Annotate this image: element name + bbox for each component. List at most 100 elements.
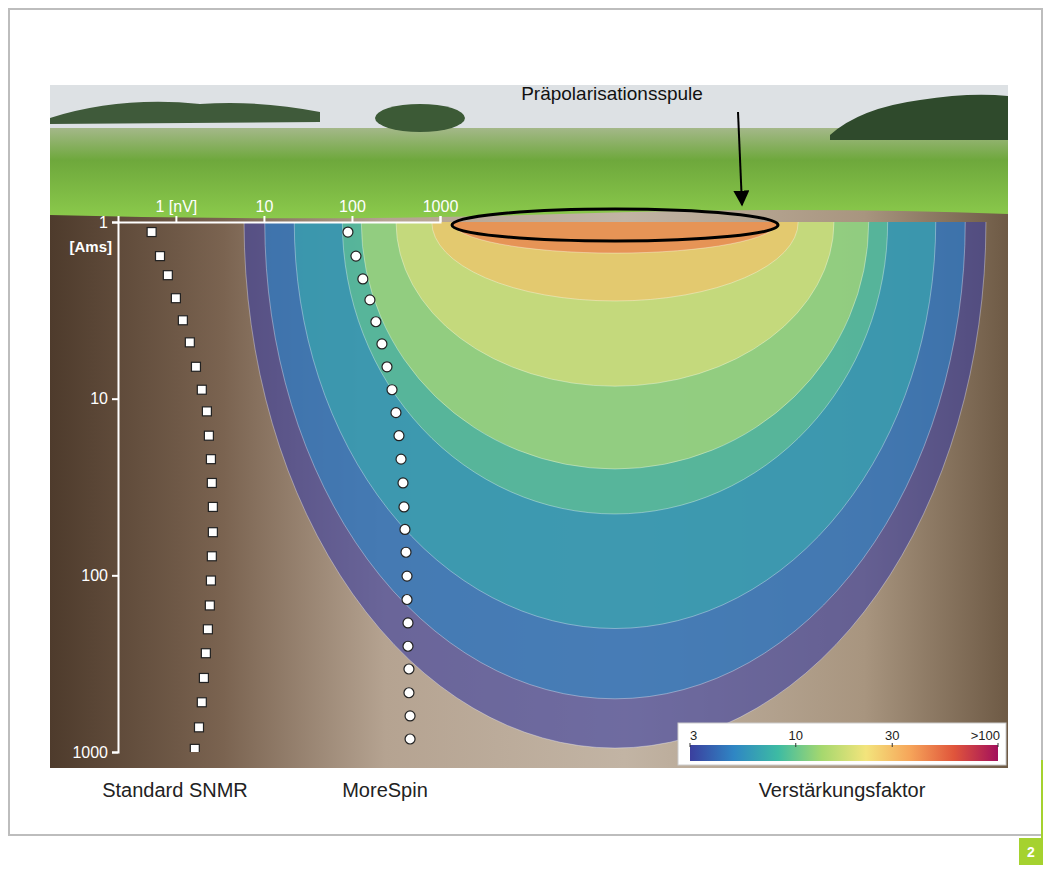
y-tick-label: 1000: [72, 744, 108, 761]
gain-contour: [294, 222, 935, 629]
gain-contour: [452, 222, 778, 253]
y-tick-label: 100: [81, 567, 108, 584]
data-point: [402, 571, 412, 581]
data-point: [197, 698, 206, 707]
data-point: [163, 271, 172, 280]
data-point: [401, 547, 411, 557]
data-point: [358, 274, 368, 284]
data-point: [399, 502, 409, 512]
data-point: [197, 385, 206, 394]
series-label: MoreSpin: [342, 779, 428, 801]
x-tick-label: 1 [nV]: [155, 198, 197, 215]
y-axis-line: [112, 223, 119, 753]
trees: [830, 95, 1008, 140]
data-point: [190, 744, 199, 752]
gain-contour: [361, 222, 868, 469]
colorbar-ramp: [690, 745, 998, 761]
x-tick-mark: [175, 216, 177, 222]
data-point: [398, 478, 408, 488]
colorbar-tick-label: 10: [789, 728, 803, 743]
y-tick: 1: [99, 214, 118, 231]
y-axis: 1 10 100 1000: [72, 214, 118, 761]
background: [50, 85, 1008, 768]
y-tick-mark: [112, 222, 118, 224]
colorbar-tick-label: 30: [885, 728, 899, 743]
x-axis: 1 [nV] 10 100 1000: [119, 198, 459, 223]
data-point: [205, 601, 214, 610]
data-point: [403, 618, 413, 628]
y-tick-mark: [112, 752, 118, 754]
data-point: [203, 625, 212, 634]
frame: [9, 9, 1042, 835]
y-tick-mark: [112, 398, 118, 400]
x-tick-mark: [351, 216, 353, 222]
data-point: [400, 524, 410, 534]
colorbar: 3 10 30 >100: [678, 723, 1006, 765]
data-point: [343, 227, 353, 237]
data-point: [405, 711, 415, 721]
data-point: [382, 362, 392, 372]
trees: [375, 104, 465, 132]
data-point: [405, 734, 415, 744]
annotation: Präpolarisationsspule: [521, 83, 703, 104]
data-point: [206, 455, 215, 464]
data-point: [204, 431, 213, 440]
y-axis-title: [Ams]: [69, 238, 112, 255]
x-tick: 1000: [423, 198, 459, 222]
y-tick-mark: [112, 575, 118, 577]
data-point: [171, 294, 180, 303]
data-point: [207, 478, 216, 487]
x-tick: 10: [256, 198, 274, 222]
gain-contour: [396, 222, 834, 386]
data-point: [391, 408, 401, 418]
figure: Präpolarisationsspule1 [nV]1010010001101…: [0, 0, 1051, 871]
data-point: [178, 316, 187, 325]
gain-contour: [244, 222, 986, 748]
colorbar-tick: [998, 743, 999, 747]
data-point: [194, 723, 203, 732]
y-tick: 1000: [72, 744, 118, 761]
y-tick-label: 10: [90, 390, 108, 407]
colorbar-title: Verstärkungsfaktor: [759, 779, 926, 801]
series-label: Standard SNMR: [102, 779, 248, 801]
colorbar-box: [678, 723, 1006, 765]
colorbar-tick: [690, 743, 691, 747]
x-tick-mark: [263, 216, 265, 222]
data-point: [156, 252, 165, 261]
figure-number: 2: [1027, 844, 1035, 860]
accent-line: [1041, 760, 1043, 838]
data-point: [208, 528, 217, 537]
data-point: [394, 431, 404, 441]
data-point: [351, 251, 361, 261]
data-point: [365, 295, 375, 305]
colorbar-tick: [892, 743, 893, 747]
data-point: [377, 339, 387, 349]
data-point: [191, 362, 200, 371]
data-point: [202, 407, 211, 416]
x-tick: 1 [nV]: [155, 198, 197, 222]
x-axis-line: [119, 216, 441, 223]
data-point: [371, 317, 381, 327]
figure-number-box: [1019, 838, 1043, 865]
y-tick: 100: [81, 567, 118, 584]
data-point: [206, 576, 215, 585]
annotation-arrow: [738, 112, 742, 205]
data-point: [402, 594, 412, 604]
gain-overlay: [244, 222, 986, 748]
x-tick-label: 1000: [423, 198, 459, 215]
data-point: [208, 502, 217, 511]
data-point: [396, 454, 406, 464]
colorbar-tick-label: 3: [690, 728, 697, 743]
colorbar-tick-label: >100: [971, 728, 1000, 743]
series: [343, 227, 415, 744]
x-tick: 100: [339, 198, 366, 222]
colorbar-tick: [795, 743, 796, 747]
coil: [452, 209, 778, 241]
series: [147, 228, 217, 752]
data-point: [201, 649, 210, 658]
data-point: [404, 688, 414, 698]
plot-area: [147, 227, 415, 752]
y-tick: 10: [90, 390, 118, 407]
data-point: [403, 641, 413, 651]
grass: [50, 128, 1008, 220]
